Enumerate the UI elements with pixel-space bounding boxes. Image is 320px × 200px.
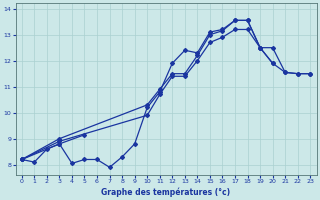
X-axis label: Graphe des températures (°c): Graphe des températures (°c) bbox=[101, 187, 231, 197]
